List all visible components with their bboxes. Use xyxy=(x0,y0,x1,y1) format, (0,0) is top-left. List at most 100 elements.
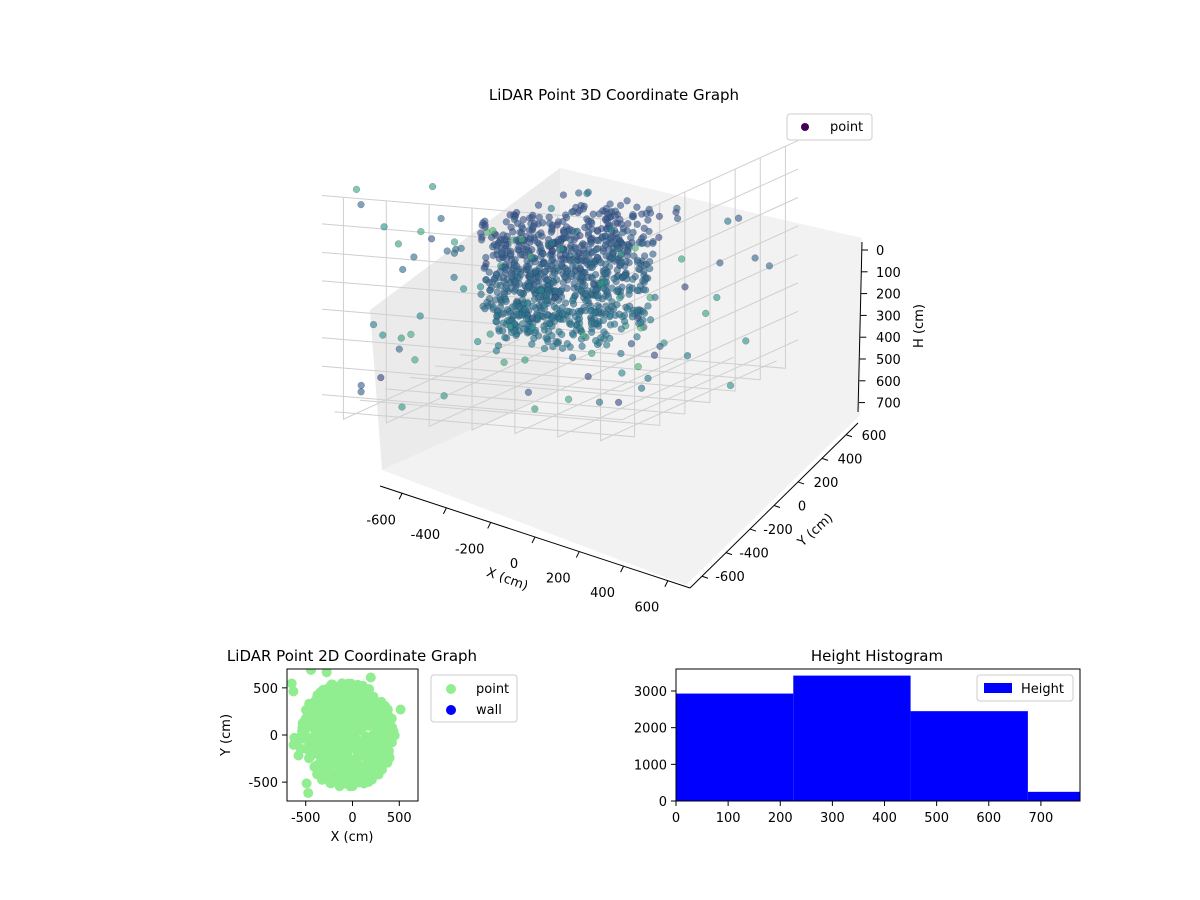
point-2d xyxy=(321,693,332,704)
point-2d xyxy=(346,705,357,716)
point-2d xyxy=(351,736,362,747)
point-3d xyxy=(602,330,610,339)
point-3d xyxy=(568,208,576,216)
point-2d xyxy=(326,778,336,789)
point-3d xyxy=(629,210,637,219)
point-3d xyxy=(535,213,543,222)
point-3d xyxy=(642,209,650,218)
point-3d xyxy=(506,323,515,331)
chart-2d: LiDAR Point 2D Coordinate Graph -500 0 500… xyxy=(219,647,518,845)
point-3d xyxy=(502,218,510,226)
point-3d xyxy=(548,262,556,270)
point-3d xyxy=(537,287,545,295)
point-3d xyxy=(542,291,550,299)
point-3d xyxy=(539,250,547,258)
point-3d xyxy=(520,325,528,333)
grid-line-x xyxy=(460,157,761,381)
point-2d xyxy=(321,669,332,678)
x-tick-3d xyxy=(575,551,580,558)
point-3d xyxy=(633,306,641,314)
point-3d xyxy=(486,330,494,338)
point-3d xyxy=(399,265,407,274)
point-3d xyxy=(646,316,655,324)
point-3d xyxy=(644,302,652,310)
y-axis-2d-label: Y (cm) xyxy=(219,714,234,757)
point-3d xyxy=(536,243,545,251)
legend-2d: point wall xyxy=(430,674,518,723)
point-3d xyxy=(521,356,529,364)
point-3d xyxy=(582,250,591,258)
point-3d xyxy=(564,395,573,403)
point-3d xyxy=(534,273,543,281)
point-3d xyxy=(589,280,598,288)
x-tick-3d xyxy=(531,536,536,544)
y-tick-label-2d: -500 xyxy=(248,776,278,791)
point-3d xyxy=(411,356,419,364)
point-2d xyxy=(312,769,323,780)
point-3d xyxy=(516,228,524,237)
point-3d xyxy=(516,251,525,259)
point-3d xyxy=(751,254,759,262)
histogram-bar xyxy=(676,693,794,801)
point-2d xyxy=(326,679,337,690)
y-tick-label-3d: -600 xyxy=(715,570,745,585)
z-tick-label-3d: 600 xyxy=(876,375,901,390)
point-3d xyxy=(558,344,567,352)
point-3d xyxy=(503,232,511,240)
z-tick-label-3d: 100 xyxy=(876,266,901,281)
point-3d xyxy=(584,188,592,196)
z-ticks-3d: 0 100 200 300 400 500 600 700 xyxy=(859,244,901,412)
grid-line-y xyxy=(428,204,606,428)
grid-line-x xyxy=(384,191,686,415)
x-tick-label-histogram: 200 xyxy=(768,811,793,826)
point-3d xyxy=(545,213,553,221)
point-2d xyxy=(365,672,376,683)
y-tick-label-3d: 200 xyxy=(814,476,839,491)
point-3d xyxy=(560,229,568,237)
legend-3d: point xyxy=(786,113,873,141)
point-2d xyxy=(370,705,381,716)
x-tick-label-histogram: 0 xyxy=(672,811,680,826)
point-3d xyxy=(592,245,601,254)
point-3d xyxy=(357,200,365,209)
point-3d xyxy=(584,228,593,237)
point-3d xyxy=(615,310,623,318)
back-pane-right xyxy=(560,168,862,415)
point-3d xyxy=(534,201,543,209)
point-3d xyxy=(650,351,659,359)
point-2d xyxy=(315,687,326,698)
point-3d xyxy=(511,256,519,264)
point-2d xyxy=(335,758,346,769)
histogram-bar xyxy=(793,675,911,801)
point-3d xyxy=(617,250,625,258)
point-3d xyxy=(567,236,575,244)
point-2d xyxy=(332,768,343,779)
point-2d xyxy=(293,750,304,761)
point-3d xyxy=(512,278,520,286)
point-3d xyxy=(450,238,459,246)
point-3d xyxy=(502,297,510,306)
point-2d xyxy=(365,736,376,747)
point-3d xyxy=(531,267,540,275)
x-tick-label-histogram: 100 xyxy=(716,811,741,826)
point-3d xyxy=(584,372,592,381)
point-3d xyxy=(568,227,576,235)
point-3d xyxy=(581,289,590,298)
point-3d xyxy=(476,283,485,291)
y-tick-label-2d: 0 xyxy=(270,729,278,744)
y-tick-label-3d: 0 xyxy=(798,500,806,515)
point-3d xyxy=(645,227,653,236)
z-tick-label-3d: 500 xyxy=(876,353,901,368)
points-2d xyxy=(287,669,406,798)
point-2d xyxy=(288,686,299,697)
point-3d xyxy=(599,316,608,324)
point-3d xyxy=(604,219,612,227)
x-tick-label-3d: 600 xyxy=(634,601,659,616)
point-3d xyxy=(501,333,509,342)
x-tick-label-histogram: 400 xyxy=(872,811,897,826)
point-3d xyxy=(581,281,589,289)
y-tick-label-3d: 600 xyxy=(862,429,887,444)
point-2d xyxy=(310,695,321,706)
point-3d xyxy=(531,405,539,413)
point-3d xyxy=(610,320,619,328)
